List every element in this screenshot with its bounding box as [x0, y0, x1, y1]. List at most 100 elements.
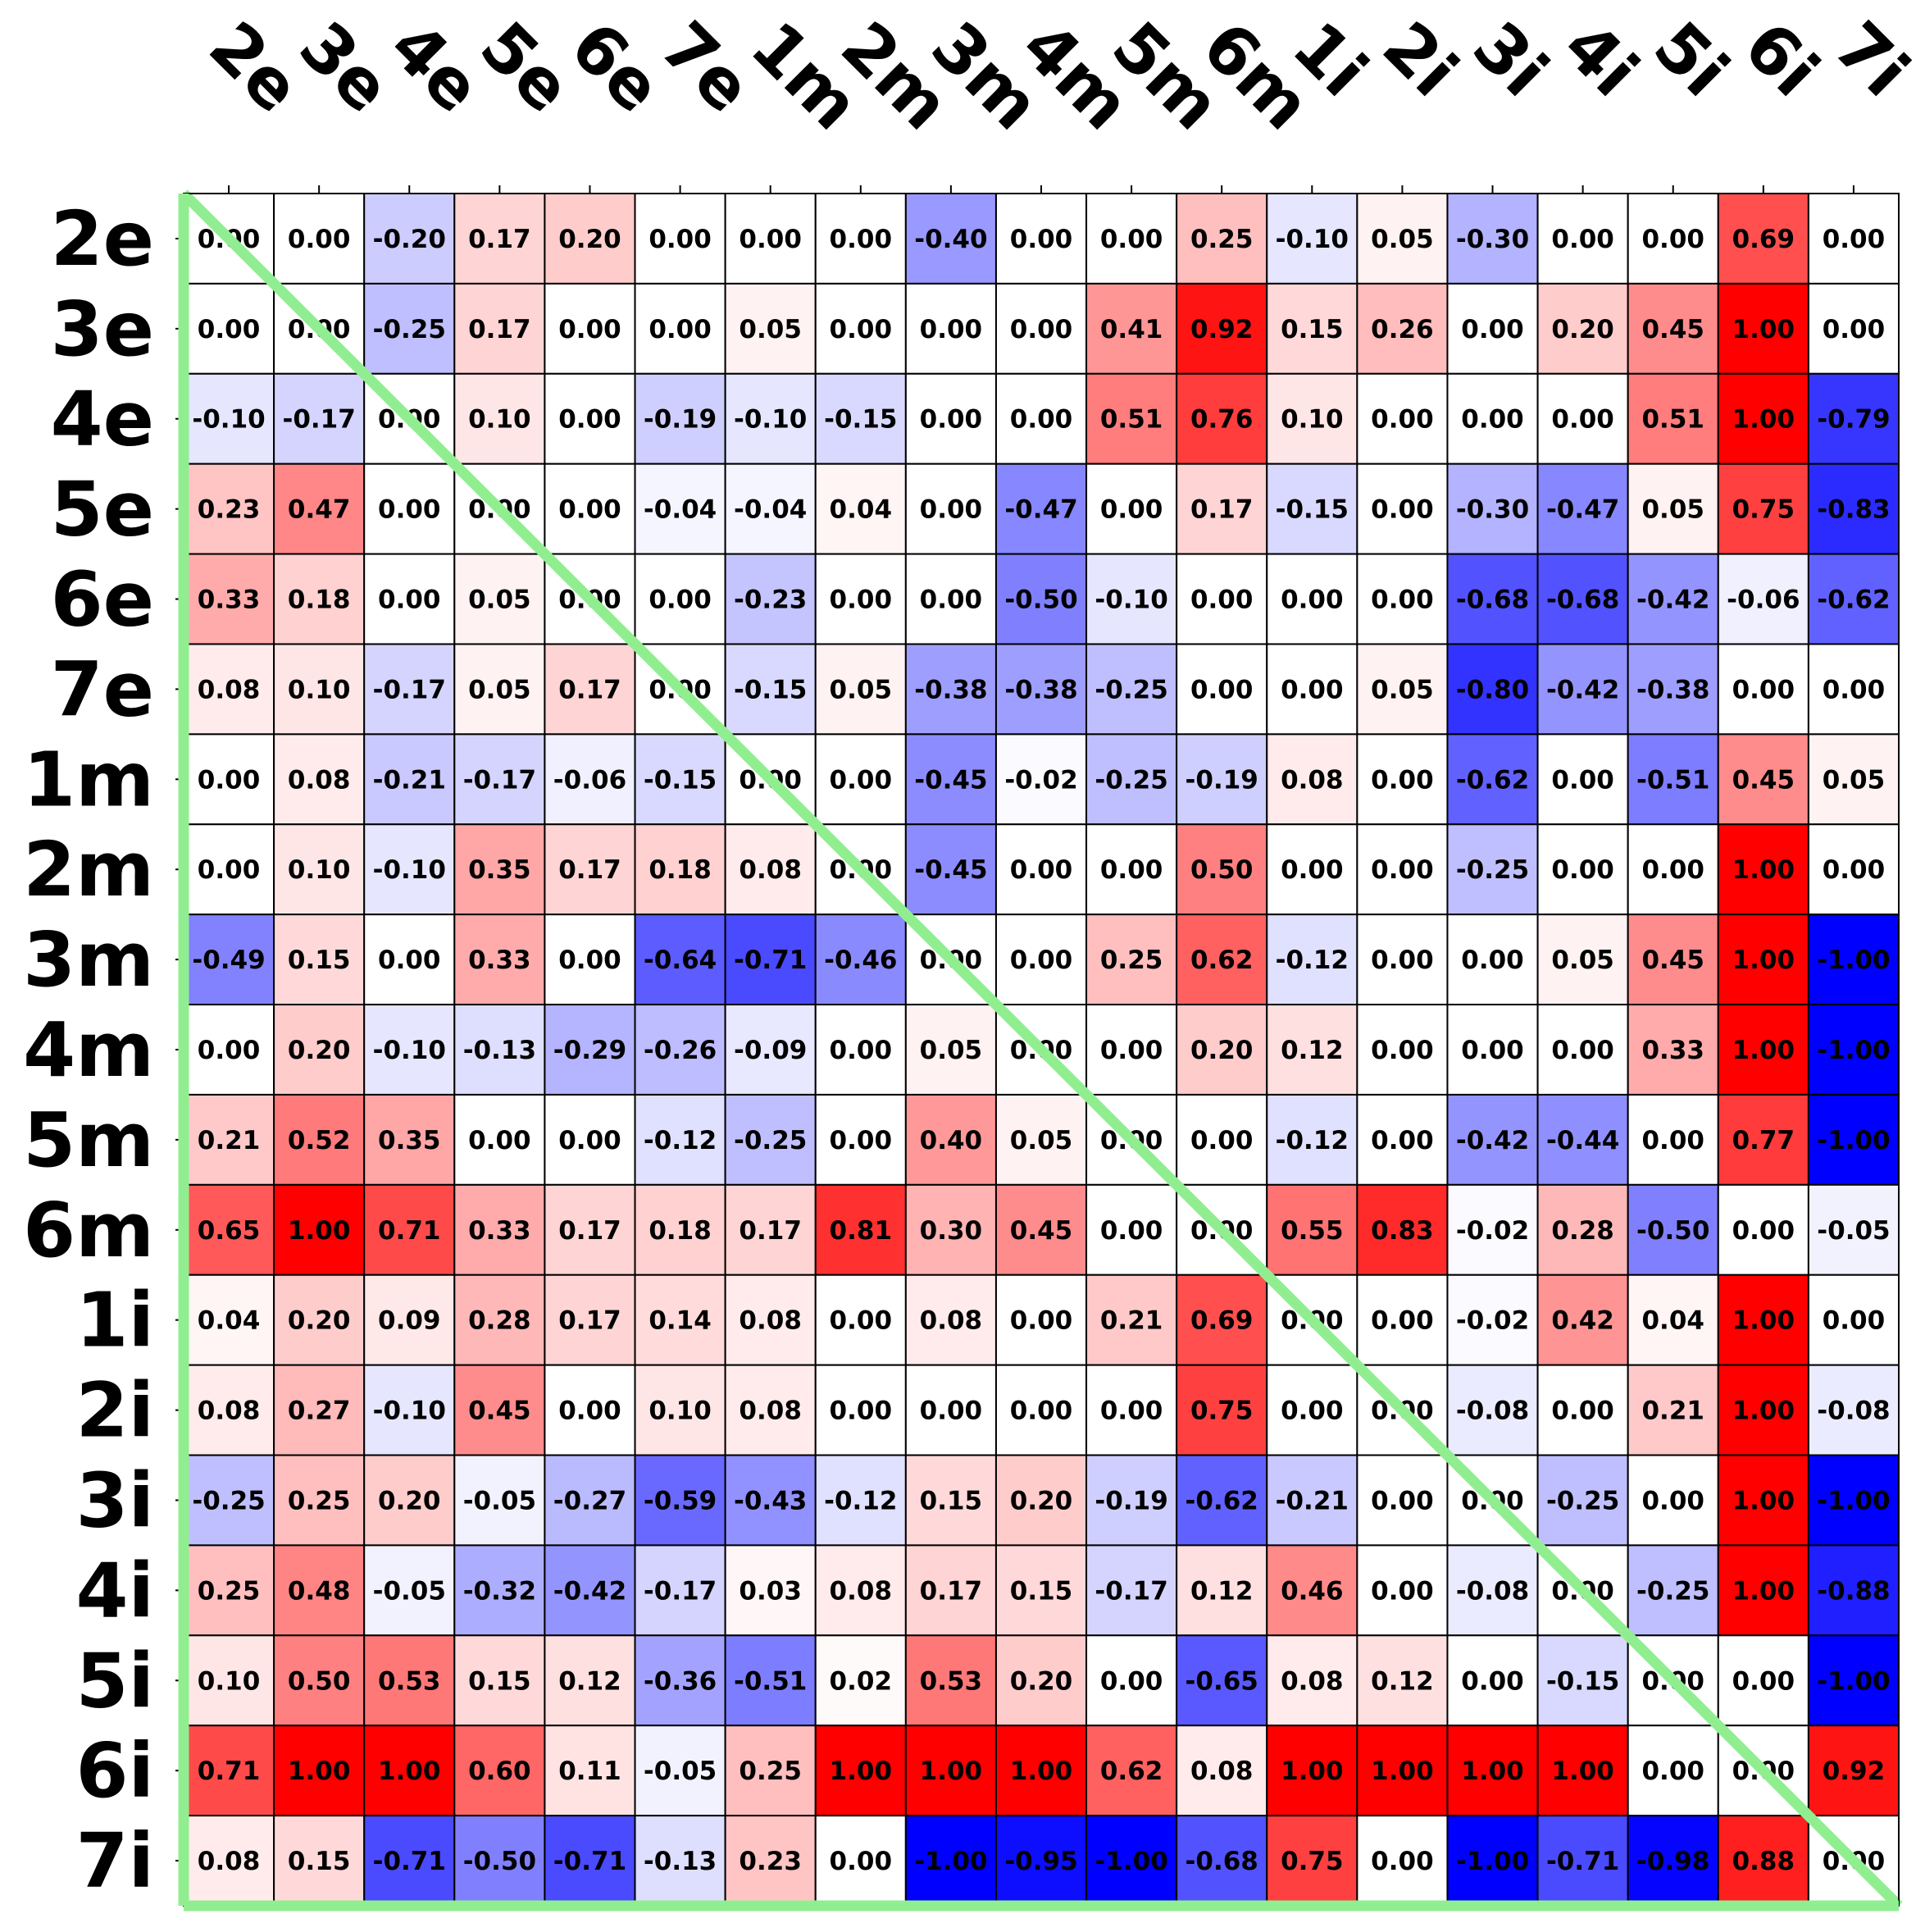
cell-value-label: 0.00 — [1010, 225, 1073, 254]
heatmap-cell — [1536, 1274, 1629, 1366]
heatmap-cell — [1807, 553, 1900, 645]
cell-value-label: 1.00 — [1732, 855, 1795, 885]
heatmap-cell — [1807, 1454, 1900, 1547]
cell-value-label: 0.00 — [198, 765, 261, 795]
cell-value-label: 0.60 — [468, 1757, 531, 1786]
cell-value-label: 0.08 — [739, 1397, 802, 1426]
heatmap-cell — [273, 1815, 366, 1907]
heatmap-cell — [1717, 823, 1809, 916]
cell-value-label: 0.00 — [1461, 405, 1524, 435]
heatmap-cell — [1446, 1815, 1539, 1907]
cell-value-label: -0.25 — [373, 315, 446, 344]
heatmap-cell — [273, 1725, 366, 1817]
cell-value-label: 0.25 — [1190, 225, 1254, 254]
diagonal-line — [180, 189, 1903, 1910]
heatmap-cell — [363, 643, 456, 736]
cell-value-label: 0.50 — [288, 1666, 351, 1696]
y-tick-label: 6e — [51, 556, 154, 644]
cell-value-label: 0.46 — [1281, 1576, 1344, 1606]
heatmap-cell — [1266, 1183, 1358, 1276]
heatmap-cell — [544, 733, 636, 826]
cell-value-label: 0.00 — [1281, 855, 1344, 885]
cell-value-label: -0.17 — [463, 765, 536, 795]
cell-value-label: 0.00 — [1823, 675, 1886, 704]
cell-value-label: 0.27 — [288, 1397, 351, 1426]
cell-value-label: -0.50 — [1004, 586, 1077, 615]
heatmap-cell — [724, 1634, 817, 1727]
cell-value-label: -0.15 — [734, 675, 807, 704]
heatmap-cell — [544, 1183, 636, 1276]
heatmap-cell — [1176, 643, 1268, 736]
cell-value-label: 0.00 — [1732, 1666, 1795, 1696]
y-tick-label: 4e — [51, 376, 154, 463]
cell-value-label: 0.18 — [648, 1216, 712, 1246]
cell-value-label: 0.05 — [468, 586, 531, 615]
cell-value-label: 0.41 — [1100, 315, 1163, 344]
cell-value-label: 0.71 — [198, 1757, 261, 1786]
cell-value-label: -0.02 — [1456, 1216, 1529, 1246]
cell-value-label: -0.95 — [1004, 1847, 1077, 1876]
heatmap-cell — [814, 914, 907, 1006]
cell-value-label: -0.25 — [734, 1126, 807, 1155]
heatmap-cell — [363, 1634, 456, 1727]
cell-value-label: 0.00 — [198, 855, 261, 885]
cell-value-label: 1.00 — [1732, 315, 1795, 344]
cell-value-label: -0.51 — [1636, 765, 1709, 795]
heatmap-cell — [1356, 1544, 1449, 1637]
cell-value-label: 0.08 — [739, 855, 802, 885]
cell-value-label: -0.05 — [1817, 1216, 1890, 1246]
heatmap-cell — [544, 1364, 636, 1456]
cell-value-label: -0.83 — [1817, 495, 1890, 525]
heatmap-cell — [994, 1183, 1088, 1276]
heatmap-cell — [273, 823, 366, 916]
cell-value-label: 0.00 — [648, 315, 712, 344]
heatmap-cell — [544, 643, 636, 736]
heatmap-cell — [1536, 553, 1629, 645]
heatmap-cell — [453, 1725, 546, 1817]
cell-value-label: -0.08 — [1456, 1576, 1529, 1606]
heatmap-cell — [1807, 193, 1900, 285]
cell-value-label: -0.68 — [1185, 1847, 1258, 1876]
cell-value-label: 0.00 — [558, 315, 621, 344]
heatmap-cell — [1807, 733, 1900, 826]
cell-value-label: 0.15 — [288, 1847, 351, 1876]
heatmap-cell — [1176, 1093, 1268, 1186]
y-tick-label: 1i — [75, 1277, 154, 1365]
cell-value-label: -0.42 — [1636, 586, 1709, 615]
heatmap-cell — [1627, 733, 1719, 826]
heatmap-cell — [273, 372, 366, 465]
cell-value-label: 0.00 — [1100, 225, 1163, 254]
y-tick-label: 4m — [23, 1006, 154, 1094]
cell-value-label: 0.20 — [288, 1306, 351, 1336]
cell-value-label: 0.12 — [1371, 1666, 1434, 1696]
cell-value-label: -0.30 — [1456, 495, 1529, 525]
heatmap-cell — [814, 462, 907, 555]
cell-value-label: 0.00 — [739, 225, 802, 254]
cell-value-label: 0.17 — [1190, 495, 1254, 525]
cell-value-label: -0.10 — [192, 405, 265, 435]
heatmap-cell — [1807, 1093, 1900, 1186]
cell-value-label: -0.25 — [1094, 675, 1167, 704]
heatmap-cell — [1446, 1634, 1539, 1727]
cell-value-label: -0.62 — [1456, 765, 1529, 795]
heatmap-cell — [1266, 1093, 1358, 1186]
cell-value-label: -0.68 — [1546, 586, 1619, 615]
heatmap-cell — [994, 733, 1088, 826]
cell-value-label: 0.45 — [1732, 765, 1795, 795]
heatmap-cell — [814, 193, 907, 285]
cell-value-label: 0.05 — [1371, 225, 1434, 254]
heatmap-cell — [1717, 1093, 1809, 1186]
heatmap-cell — [1807, 1725, 1900, 1817]
cell-value-label: 0.00 — [1281, 675, 1344, 704]
cell-value-label: 0.53 — [378, 1666, 441, 1696]
heatmap-cell — [1266, 282, 1358, 375]
cell-value-label: -0.45 — [914, 855, 987, 885]
cell-value-label: 0.17 — [558, 855, 621, 885]
heatmap-cell — [994, 1364, 1088, 1456]
cell-value-label: 0.23 — [198, 495, 261, 525]
cell-value-label: 1.00 — [1551, 1757, 1614, 1786]
heatmap-cell — [363, 1093, 456, 1186]
heatmap-cell — [1446, 193, 1539, 285]
heatmap-cell — [1536, 1815, 1629, 1907]
cell-value-label: 0.00 — [378, 495, 441, 525]
